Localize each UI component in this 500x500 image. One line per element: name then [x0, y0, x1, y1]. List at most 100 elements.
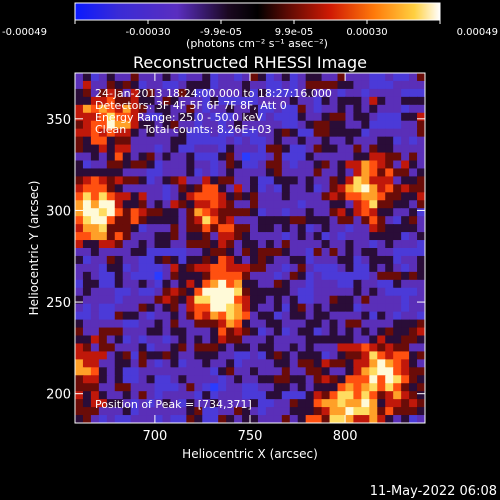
heatmap-cell: [377, 240, 386, 249]
heatmap-cell: [202, 319, 211, 329]
heatmap-cell: [417, 399, 425, 408]
heatmap-cell: [162, 271, 172, 281]
heatmap-cell: [154, 399, 164, 408]
heatmap-cell: [226, 327, 235, 337]
heatmap-cell: [265, 136, 275, 146]
heatmap-cell: [162, 224, 172, 233]
heatmap-cell: [417, 311, 425, 321]
heatmap-cell: [409, 224, 418, 233]
heatmap-cell: [162, 399, 172, 408]
heatmap-cell: [162, 327, 172, 337]
heatmap-cell: [265, 279, 275, 289]
heatmap-cell: [178, 144, 187, 154]
heatmap-cell: [194, 80, 203, 90]
heatmap-cell: [377, 216, 386, 225]
heatmap-cell: [75, 136, 84, 146]
heatmap-cell: [162, 136, 172, 146]
heatmap-cell: [337, 367, 347, 376]
heatmap-cell: [345, 208, 354, 217]
heatmap-cell: [242, 224, 251, 233]
heatmap-cell: [138, 327, 148, 337]
heatmap-cell: [321, 391, 331, 400]
heatmap-cell: [305, 136, 315, 146]
heatmap-cell: [297, 80, 307, 90]
heatmap-cell: [257, 375, 267, 384]
heatmap-cell: [154, 208, 164, 217]
heatmap-cell: [337, 327, 347, 337]
heatmap-cell: [321, 224, 331, 233]
heatmap-cell: [313, 112, 323, 122]
heatmap-cell: [154, 176, 164, 185]
heatmap-cell: [98, 271, 108, 281]
heatmap-cell: [250, 112, 259, 122]
heatmap-cell: [178, 295, 187, 305]
heatmap-cell: [114, 144, 124, 154]
heatmap-cell: [417, 383, 425, 392]
heatmap-cell: [250, 176, 259, 185]
heatmap-cell: [329, 319, 339, 329]
heatmap-cell: [345, 383, 354, 392]
heatmap-cell: [154, 407, 164, 416]
heatmap-cell: [122, 104, 132, 114]
heatmap-cell: [226, 192, 235, 201]
heatmap-cell: [281, 216, 291, 225]
heatmap-cell: [345, 184, 354, 193]
heatmap-cell: [90, 303, 100, 313]
heatmap-cell: [226, 80, 235, 90]
heatmap-cell: [265, 112, 275, 122]
heatmap-cell: [313, 176, 323, 185]
heatmap-cell: [242, 88, 251, 98]
heatmap-cell: [297, 319, 307, 329]
heatmap-cell: [242, 200, 251, 209]
heatmap-cell: [393, 176, 402, 185]
heatmap-cell: [162, 73, 172, 82]
heatmap-cell: [114, 96, 124, 106]
heatmap-cell: [409, 112, 418, 122]
heatmap-cell: [178, 73, 187, 82]
heatmap-cell: [234, 415, 243, 423]
heatmap-cell: [82, 184, 92, 193]
heatmap-cell: [154, 216, 164, 225]
heatmap-cell: [281, 359, 291, 368]
heatmap-cell: [345, 216, 354, 225]
heatmap-cell: [361, 136, 370, 146]
heatmap-cell: [281, 104, 291, 114]
heatmap-cell: [226, 415, 235, 423]
heatmap-cell: [218, 152, 227, 162]
heatmap-cell: [106, 295, 116, 305]
heatmap-cell: [337, 263, 347, 273]
heatmap-cell: [250, 136, 259, 146]
peak-position-label: Position of Peak = [734,371]: [95, 398, 252, 411]
heatmap-cell: [345, 359, 354, 368]
heatmap-cell: [337, 255, 347, 265]
heatmap-cell: [98, 168, 108, 177]
heatmap-cell: [82, 375, 92, 384]
heatmap-cell: [130, 311, 140, 321]
heatmap-cell: [345, 176, 354, 185]
heatmap-cell: [114, 263, 124, 273]
heatmap-cell: [353, 80, 362, 90]
heatmap-cell: [186, 120, 195, 130]
heatmap-cell: [162, 383, 172, 392]
heatmap-cell: [393, 216, 402, 225]
heatmap-cell: [202, 343, 211, 352]
heatmap-cell: [345, 88, 354, 98]
heatmap-cell: [154, 271, 164, 281]
heatmap-cell: [218, 383, 227, 392]
heatmap-cell: [265, 327, 275, 337]
heatmap-cell: [385, 152, 394, 162]
heatmap-cell: [281, 407, 291, 416]
heatmap-cell: [329, 367, 339, 376]
heatmap-cell: [321, 367, 331, 376]
heatmap-cell: [75, 263, 84, 273]
heatmap-cell: [265, 120, 275, 130]
heatmap-cell: [202, 152, 211, 162]
heatmap-cell: [130, 255, 140, 265]
heatmap-cell: [186, 375, 195, 384]
heatmap-cell: [114, 152, 124, 162]
heatmap-cell: [257, 399, 267, 408]
heatmap-cell: [281, 176, 291, 185]
heatmap-cell: [417, 240, 425, 249]
heatmap-cell: [122, 168, 132, 177]
heatmap-cell: [82, 319, 92, 329]
